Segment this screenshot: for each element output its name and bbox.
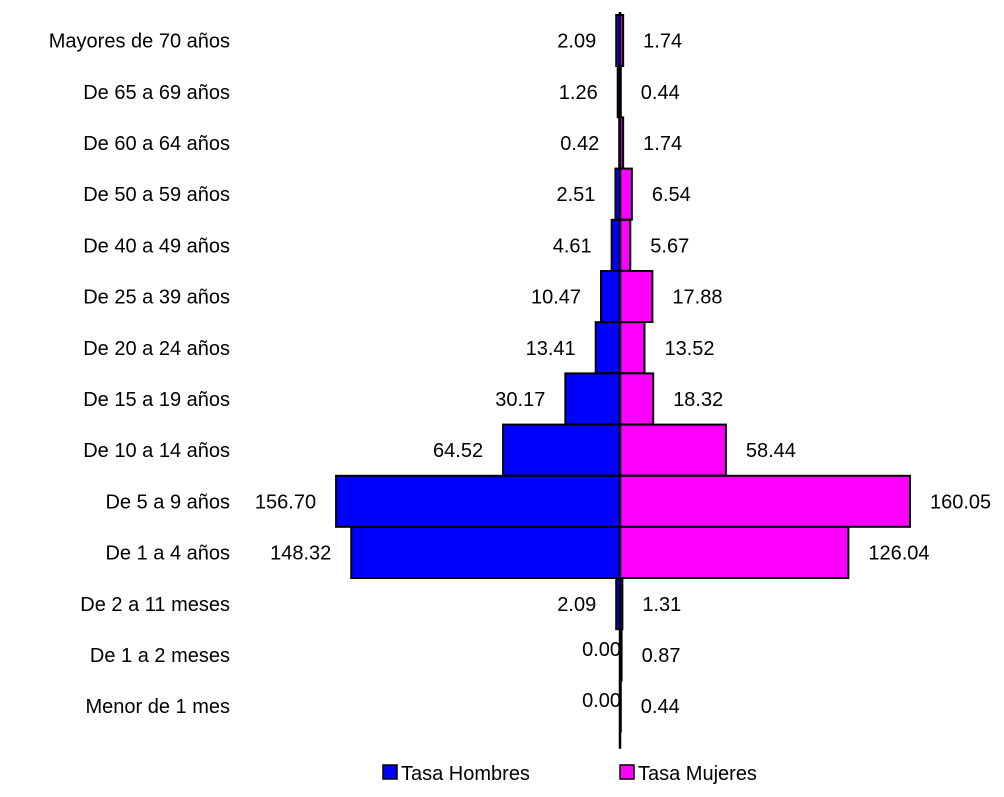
category-label: De 1 a 2 meses [90,645,230,667]
data-label-hombres: 2.09 [557,31,596,53]
category-label: De 65 a 69 años [83,82,230,104]
bar-hombres [610,218,621,272]
data-label-hombres: 64.52 [433,440,483,462]
legend: Tasa Hombres Tasa Mujeres [382,763,757,785]
data-label-hombres: 30.17 [495,389,545,411]
bar-mujeres [619,474,911,528]
data-label-mujeres: 126.04 [868,543,929,565]
data-label-hombres: 0.00 [582,690,621,712]
bar-hombres [564,372,622,426]
category-label: De 25 a 39 años [83,287,230,309]
data-label-hombres: 148.32 [270,543,331,565]
legend-label: Tasa Hombres [401,763,530,785]
legend-swatch [382,764,398,780]
category-label: De 60 a 64 años [83,133,230,155]
data-label-mujeres: 1.31 [642,594,681,616]
bar-mujeres [619,321,646,375]
bar-mujeres [619,218,632,272]
category-label: De 5 a 9 años [105,491,230,513]
data-label-hombres: 156.70 [255,491,316,513]
bar-hombres [594,321,621,375]
legend-swatch [619,764,635,780]
data-label-mujeres: 18.32 [673,389,723,411]
category-label: De 1 a 4 años [105,543,230,565]
data-label-mujeres: 1.74 [643,133,682,155]
bar-hombres [502,423,621,477]
bar-mujeres [619,167,633,221]
category-label: De 40 a 49 años [83,235,230,257]
category-label: Mayores de 70 años [49,31,230,53]
bar-mujeres [619,526,850,579]
bar-hombres [600,270,621,323]
data-label-hombres: 13.41 [526,338,576,360]
category-label: De 2 a 11 meses [80,594,230,616]
data-label-mujeres: 13.52 [664,338,714,360]
data-label-hombres: 2.51 [557,184,596,206]
bars-layer [335,14,911,733]
data-label-hombres: 2.09 [557,594,596,616]
legend-label: Tasa Mujeres [638,763,757,785]
data-label-hombres: 0.42 [560,133,599,155]
category-label: De 50 a 59 años [83,184,230,206]
data-label-hombres: 4.61 [553,235,592,257]
bar-mujeres [619,270,654,323]
bar-mujeres [619,372,655,426]
category-label: De 15 a 19 años [83,389,230,411]
category-label: Menor de 1 mes [85,696,230,718]
bar-mujeres [619,423,727,477]
data-label-mujeres: 1.74 [643,31,682,53]
data-label-mujeres: 17.88 [672,287,722,309]
bar-hombres [350,526,621,579]
category-label: De 20 a 24 años [83,338,230,360]
data-label-hombres: 0.00 [582,639,621,661]
bar-hombres [335,474,621,528]
labels-layer: Mayores de 70 años 2.09 1.74 De 65 a 69 año… [49,31,991,719]
category-label: De 10 a 14 años [83,440,230,462]
data-label-hombres: 10.47 [531,287,581,309]
data-label-mujeres: 0.44 [641,696,680,718]
data-label-mujeres: 6.54 [652,184,691,206]
data-label-mujeres: 0.44 [641,82,680,104]
data-label-hombres: 1.26 [559,82,598,104]
data-label-mujeres: 0.87 [642,645,681,667]
data-label-mujeres: 160.05 [930,491,991,513]
data-label-mujeres: 58.44 [746,440,796,462]
data-label-mujeres: 5.67 [650,235,689,257]
